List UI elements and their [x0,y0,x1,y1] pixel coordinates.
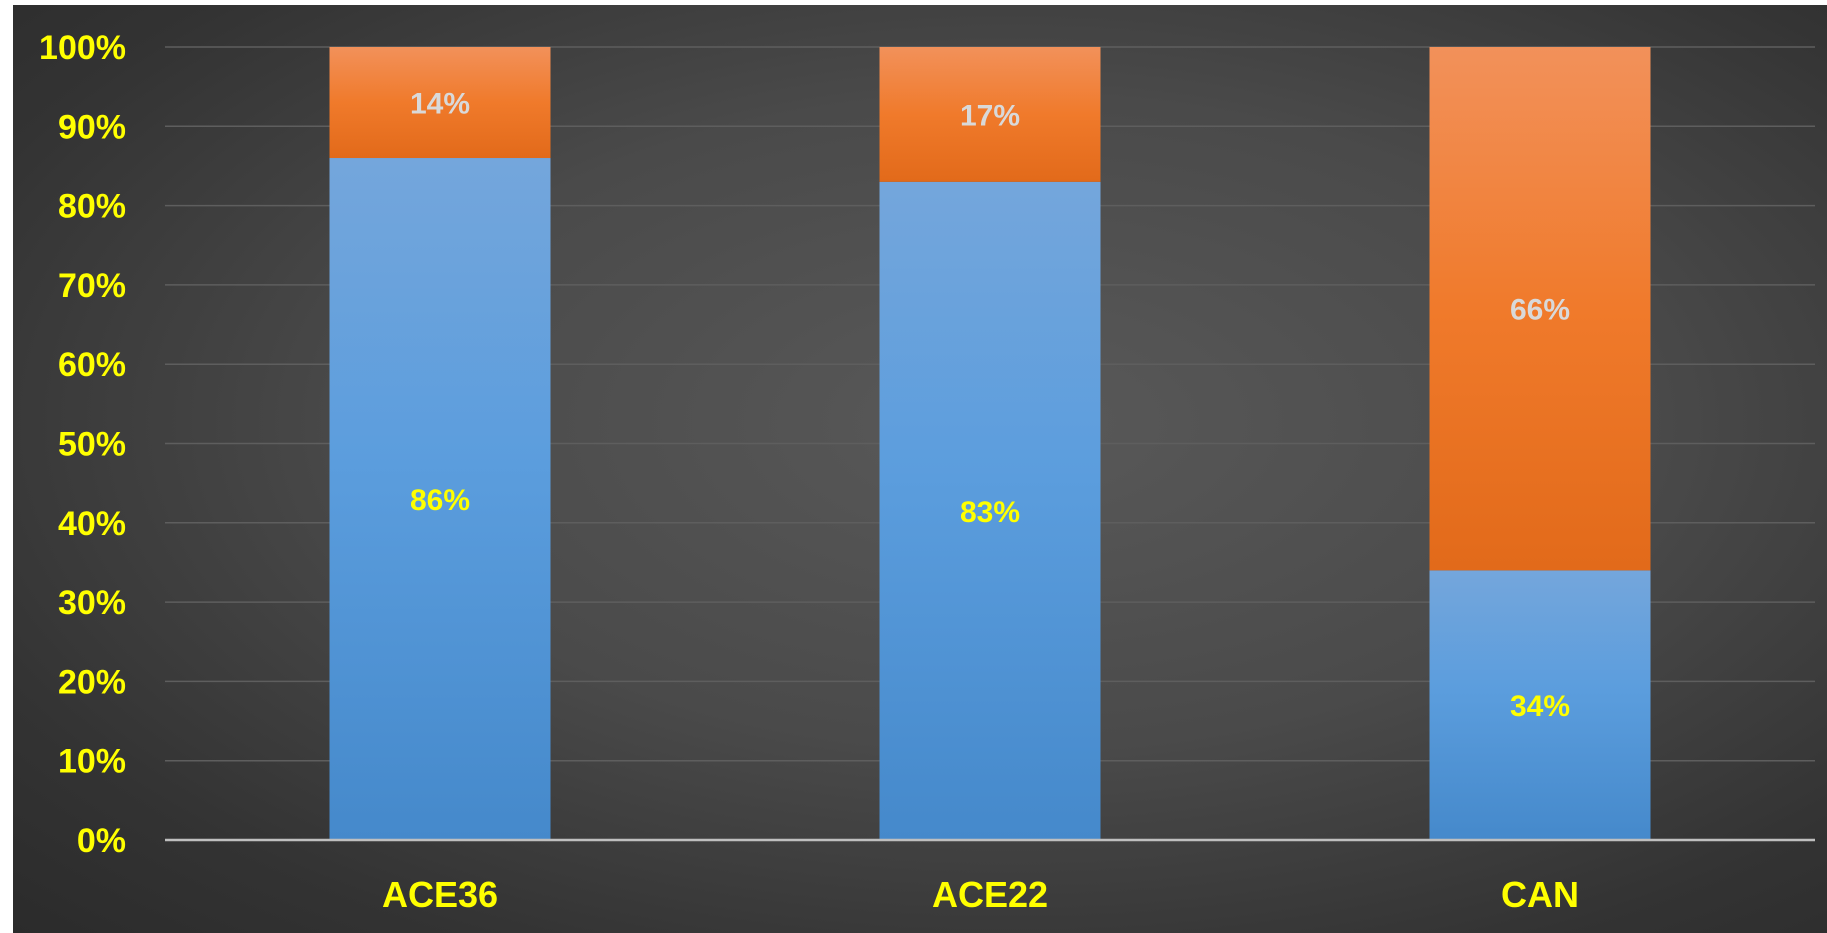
bar-segment-ace36-2 [329,47,551,159]
bar-segment-ace36-1 [329,158,551,840]
labels: 0% 10% 20% 30% 40% 50% 60% 70% 80% 90% 100% 86% 14% A… [39,29,1579,915]
data-label: 14% [410,88,470,121]
data-label: 34% [1510,690,1570,723]
y-tick-label: 70% [58,267,126,305]
y-tick-label: 30% [58,584,126,622]
y-tick-label: 100% [39,29,126,67]
bar-segment-can-2 [1429,47,1651,571]
y-tick-label: 40% [58,505,126,543]
y-tick-label: 60% [58,346,126,384]
bar-segment-ace22-2 [879,47,1101,182]
data-label: 66% [1510,294,1570,327]
y-tick-label: 80% [58,188,126,226]
y-tick-label: 90% [58,108,126,146]
x-category-label: ACE22 [932,874,1048,915]
y-tick-label: 20% [58,663,126,701]
x-category-label: ACE36 [382,874,498,915]
bar-segment-can-1 [1429,570,1651,840]
y-tick-label: 10% [58,743,126,781]
data-label: 17% [960,99,1020,132]
data-label: 83% [960,496,1020,529]
x-category-label: CAN [1501,874,1579,915]
bar-segment-ace22-1 [879,181,1101,840]
y-tick-label: 0% [77,822,126,860]
bars [329,47,1651,840]
data-label: 86% [410,484,470,517]
y-tick-label: 50% [58,426,126,464]
